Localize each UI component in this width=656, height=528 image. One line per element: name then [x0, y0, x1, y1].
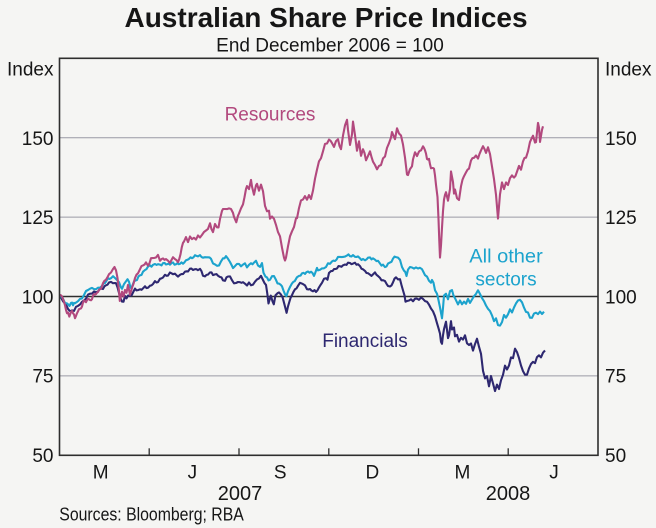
svg-text:S: S — [274, 462, 287, 483]
svg-text:Australian Share Price Indices: Australian Share Price Indices — [124, 2, 527, 33]
svg-text:150: 150 — [605, 129, 637, 150]
svg-text:75: 75 — [605, 367, 626, 388]
svg-text:sectors: sectors — [475, 270, 536, 291]
svg-text:125: 125 — [22, 208, 54, 229]
svg-text:Sources: Bloomberg; RBA: Sources: Bloomberg; RBA — [59, 504, 244, 525]
svg-text:M: M — [93, 462, 109, 483]
svg-text:50: 50 — [605, 446, 626, 467]
svg-text:2007: 2007 — [218, 483, 263, 505]
svg-text:Index: Index — [605, 60, 652, 81]
svg-text:75: 75 — [32, 367, 53, 388]
svg-text:J: J — [549, 462, 559, 483]
svg-text:100: 100 — [22, 287, 54, 308]
svg-text:125: 125 — [605, 208, 637, 229]
svg-text:Index: Index — [7, 60, 54, 81]
svg-text:50: 50 — [32, 446, 53, 467]
svg-text:All other: All other — [469, 247, 543, 268]
svg-text:2008: 2008 — [486, 483, 531, 505]
svg-text:M: M — [454, 462, 470, 483]
svg-text:J: J — [188, 462, 198, 483]
svg-text:End December 2006 = 100: End December 2006 = 100 — [216, 36, 444, 57]
svg-text:Financials: Financials — [322, 331, 408, 352]
svg-text:D: D — [366, 462, 380, 483]
svg-text:150: 150 — [22, 129, 54, 150]
svg-text:100: 100 — [605, 287, 637, 308]
svg-text:Resources: Resources — [225, 105, 316, 126]
